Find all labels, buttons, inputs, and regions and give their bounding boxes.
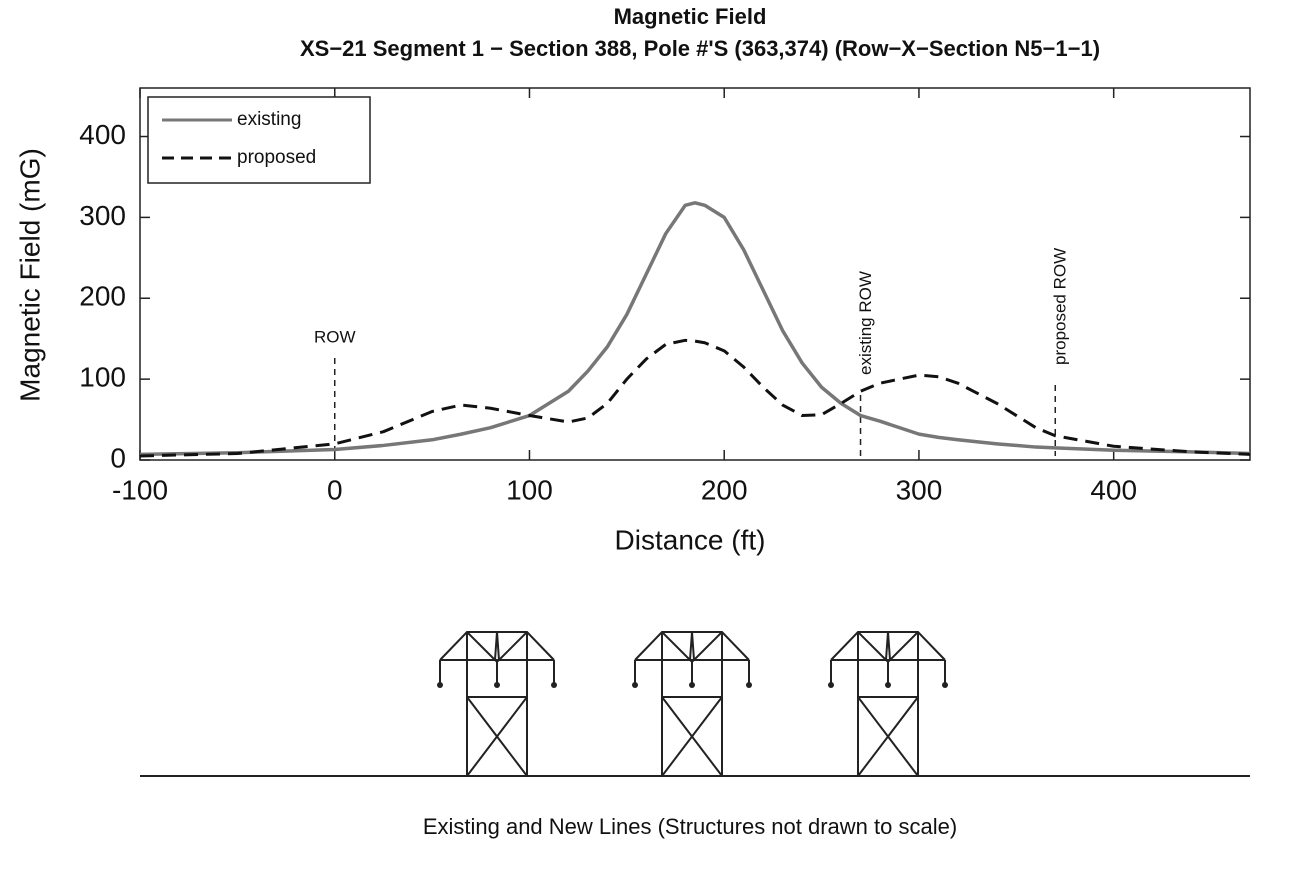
chart-title: Magnetic Field — [614, 4, 767, 29]
annotation: proposed ROW — [1051, 248, 1070, 365]
x-tick-label: 400 — [1090, 474, 1137, 505]
legend-label: existing — [237, 109, 301, 130]
y-tick-label: 100 — [79, 362, 126, 393]
y-tick-label: 0 — [110, 442, 126, 473]
chart: Magnetic Field XS−21 Segment 1 − Section… — [0, 0, 1289, 871]
x-tick-label: 100 — [506, 474, 553, 505]
y-tick-label: 200 — [79, 281, 126, 312]
x-tick-label: 200 — [701, 474, 748, 505]
x-tick-label: 0 — [327, 474, 343, 505]
series-line — [140, 340, 1250, 456]
annotation: ROW — [314, 327, 356, 346]
x-tick-label: -100 — [112, 474, 168, 505]
series-line — [140, 203, 1250, 455]
caption: Existing and New Lines (Structures not d… — [423, 814, 957, 839]
tower-diagram — [140, 632, 1250, 776]
y-axis-label: Magnetic Field (mG) — [14, 148, 45, 402]
annotation: existing ROW — [856, 271, 875, 375]
chart-subtitle: XS−21 Segment 1 − Section 388, Pole #'S … — [300, 36, 1100, 61]
x-tick-label: 300 — [896, 474, 943, 505]
legend: existing proposed — [148, 97, 370, 183]
legend-label: proposed — [237, 147, 316, 168]
y-tick-label: 300 — [79, 200, 126, 231]
y-tick-label: 400 — [79, 119, 126, 150]
x-axis-label: Distance (ft) — [615, 524, 766, 555]
